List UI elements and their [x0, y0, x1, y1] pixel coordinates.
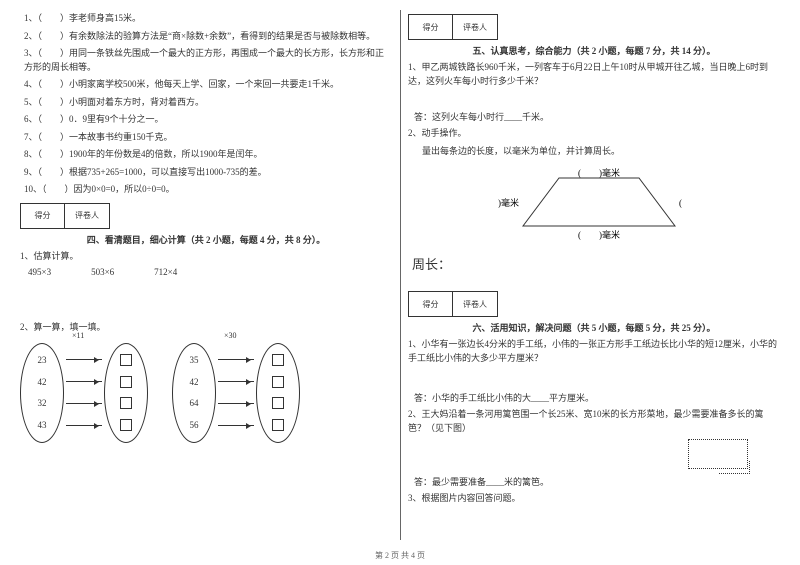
score-label: 得分: [409, 292, 453, 316]
judge-list: 1、（ ）李老师身高15米。 2、（ ）有余数除法的验算方法是“商×除数+余数”…: [20, 12, 392, 197]
judge-item: 8、（ ）1900年的年份数是4的倍数，所以1900年是闰年。: [20, 148, 392, 162]
judge-item: 7、（ ）一本故事书约重150千克。: [20, 131, 392, 145]
source-oval: 35 42 64 56: [172, 343, 216, 443]
arrow-icon: [66, 381, 102, 382]
mult-label: ×11: [72, 331, 84, 340]
score-box: 得分 评卷人: [20, 203, 110, 229]
q6-3: 3、根据图片内容回答问题。: [408, 492, 780, 506]
arrow-icon: [218, 381, 254, 382]
arrow-icon: [218, 403, 254, 404]
trap-left: ( )毫米: [489, 197, 519, 208]
source-oval: 23 42 32 43: [20, 343, 64, 443]
score-box: 得分 评卷人: [408, 291, 498, 317]
left-column: 1、（ ）李老师身高15米。 2、（ ）有余数除法的验算方法是“商×除数+余数”…: [12, 8, 400, 545]
calc-item: 503×6: [91, 267, 114, 277]
q5-1: 1、甲乙两城铁路长960千米，一列客车于6月22日上午10时从甲城开往乙城，当日…: [408, 61, 780, 88]
judge-item: 6、（ ）0．9里有9个十分之一。: [20, 113, 392, 127]
blank-square: [272, 376, 284, 388]
blank-square: [120, 397, 132, 409]
target-oval: [104, 343, 148, 443]
arrows: ×11: [64, 343, 104, 443]
oval-item: 23: [38, 355, 47, 365]
arrow-icon: [218, 425, 254, 426]
right-column: 得分 评卷人 五、认真思考，综合能力（共 2 小题，每题 7 分，共 14 分）…: [400, 8, 788, 545]
a6-1: 答：小华的手工纸比小伟的大____平方厘米。: [414, 391, 780, 404]
oval-item: 64: [190, 398, 199, 408]
judge-item: 9、（ ）根据735+265=1000，可以直接写出1000-735的差。: [20, 166, 392, 180]
grader-label: 评卷人: [453, 15, 497, 39]
oval-item: 35: [190, 355, 199, 365]
trapezoid-svg: ( )毫米 ( )毫米 ( )毫米 ( )毫米: [489, 166, 699, 246]
perimeter-label: 周长：: [412, 254, 780, 273]
a6-2: 答：最少需要准备____米的篱笆。: [414, 475, 780, 488]
arrows: ×30: [216, 343, 256, 443]
q4-1: 1、估算计算。: [20, 250, 392, 264]
section4-title: 四、看清题目，细心计算（共 2 小题，每题 4 分，共 8 分）。: [20, 233, 392, 246]
blank-square: [120, 354, 132, 366]
trap-right: ( )毫米: [679, 197, 699, 208]
arrow-icon: [66, 359, 102, 360]
q6-1: 1、小华有一张边长4分米的手工纸，小伟的一张正方形手工纸边长比小华的短12厘米，…: [408, 338, 780, 365]
spacer: [20, 277, 392, 317]
q5-2b: 量出每条边的长度，以毫米为单位，并计算周长。: [408, 145, 780, 159]
blank-square: [120, 419, 132, 431]
section5-title: 五、认真思考，综合能力（共 2 小题，每题 7 分，共 14 分）。: [408, 44, 780, 57]
spacer: [408, 369, 780, 385]
calc-item: 712×4: [154, 267, 177, 277]
q6-2: 2、王大妈沿着一条河用篱笆围一个长25米、宽10米的长方形菜地，最少需要准备多长…: [408, 408, 780, 435]
judge-item: 1、（ ）李老师身高15米。: [20, 12, 392, 26]
trap-bottom: ( )毫米: [578, 229, 620, 240]
fence-figure: [688, 439, 748, 469]
calc-row: 495×3 503×6 712×4: [28, 267, 392, 277]
page: 1、（ ）李老师身高15米。 2、（ ）有余数除法的验算方法是“商×除数+余数”…: [0, 0, 800, 565]
calc-item: 495×3: [28, 267, 51, 277]
oval-group-left: 23 42 32 43 ×11: [20, 343, 148, 443]
score-box: 得分 评卷人: [408, 14, 498, 40]
page-footer: 第 2 页 共 4 页: [0, 550, 800, 561]
score-label: 得分: [409, 15, 453, 39]
trap-top: ( )毫米: [578, 167, 620, 178]
oval-item: 56: [190, 420, 199, 430]
blank-square: [120, 376, 132, 388]
section6-title: 六、活用知识，解决问题（共 5 小题，每题 5 分，共 25 分）。: [408, 321, 780, 334]
oval-item: 43: [38, 420, 47, 430]
blank-square: [272, 354, 284, 366]
blank-square: [272, 419, 284, 431]
arrow-icon: [218, 359, 254, 360]
score-label: 得分: [21, 204, 65, 228]
arrow-icon: [66, 403, 102, 404]
blank-square: [272, 397, 284, 409]
oval-item: 32: [38, 398, 47, 408]
arrow-icon: [66, 425, 102, 426]
oval-item: 42: [190, 377, 199, 387]
grader-label: 评卷人: [453, 292, 497, 316]
target-oval: [256, 343, 300, 443]
grader-label: 评卷人: [65, 204, 109, 228]
spacer: [408, 273, 780, 285]
judge-item: 5、（ ）小明面对着东方时，背对着西方。: [20, 96, 392, 110]
mult-label: ×30: [224, 331, 237, 340]
a5-1: 答：这列火车每小时行____千米。: [414, 110, 780, 123]
oval-group-right: 35 42 64 56 ×30: [172, 343, 300, 443]
judge-item: 4、（ ）小明家离学校500米，他每天上学、回家，一个来回一共要走1千米。: [20, 78, 392, 92]
judge-item: 2、（ ）有余数除法的验算方法是“商×除数+余数”，看得到的结果是否与被除数相等…: [20, 30, 392, 44]
spacer: [408, 92, 780, 104]
oval-item: 42: [38, 377, 47, 387]
trapezoid-figure: ( )毫米 ( )毫米 ( )毫米 ( )毫米: [408, 166, 780, 246]
ovals-row: 23 42 32 43 ×11: [20, 343, 392, 443]
judge-item: 3、（ ）用同一条铁丝先围成一个最大的正方形，再围成一个最大的长方形，长方形和正…: [20, 47, 392, 74]
judge-item: 10、（ ）因为0×0=0，所以0÷0=0。: [20, 183, 392, 197]
q5-2: 2、动手操作。: [408, 127, 780, 141]
